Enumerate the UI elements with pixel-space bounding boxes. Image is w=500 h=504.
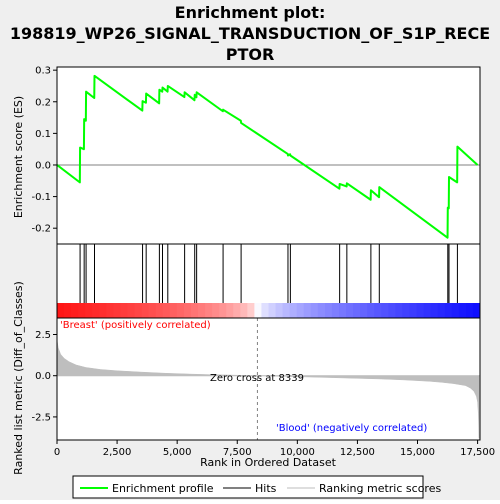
- ranking-metric-area: [56, 339, 480, 439]
- x-tick-label: 7,500: [223, 447, 252, 458]
- rank-color-segment: [310, 303, 319, 318]
- rank-color-segment: [247, 303, 255, 318]
- rank-color-segment: [233, 303, 241, 318]
- rank-color-segment: [141, 303, 150, 318]
- negative-class-label: 'Blood' (negatively correlated): [276, 423, 427, 434]
- rank-color-segment: [374, 303, 382, 318]
- x-tick-label: 0: [54, 447, 60, 458]
- es-y-tick-label: 0.3: [35, 66, 51, 77]
- hits-layer: [57, 244, 481, 318]
- es-y-tick-label: -0.1: [31, 192, 51, 203]
- x-axis-label: Rank in Ordered Dataset: [200, 456, 337, 469]
- rank-color-segment: [331, 303, 340, 318]
- rank-color-segment: [296, 303, 305, 318]
- rank-color-segment: [155, 303, 164, 318]
- metric-y-tick-label: -2.5: [31, 412, 51, 423]
- rank-color-segment: [430, 303, 439, 318]
- legend-metric-label: Ranking metric scores: [319, 482, 441, 495]
- rank-color-segment: [169, 303, 178, 318]
- legend-box: [72, 475, 424, 499]
- metric-panel-border: [56, 317, 481, 441]
- rank-color-segment: [176, 303, 185, 318]
- rank-color-segment: [402, 303, 410, 318]
- rank-color-segment: [254, 303, 262, 318]
- rank-color-segment: [57, 303, 65, 318]
- rank-color-segment: [78, 303, 86, 318]
- rank-color-segment: [148, 303, 157, 318]
- title-line-2: 198819_WP26_SIGNAL_TRANSDUCTION_OF_S1P_R…: [10, 24, 490, 43]
- rank-color-segment: [127, 303, 136, 318]
- rank-color-segment: [367, 303, 375, 318]
- rank-color-segment: [458, 303, 467, 318]
- rank-color-segment: [360, 303, 368, 318]
- metric-layer: -2.5 0.0 2.5: [31, 318, 480, 440]
- legend-enrichment-label: Enrichment profile: [112, 482, 214, 495]
- rank-color-segment: [289, 303, 298, 318]
- rank-color-segment: [472, 303, 481, 318]
- rank-color-segment: [120, 303, 128, 318]
- rank-color-segment: [388, 303, 396, 318]
- metric-y-axis-label: Ranked list metric (Diff_of_Classes): [12, 281, 25, 475]
- rank-color-segment: [134, 303, 143, 318]
- rank-color-segment: [282, 303, 291, 318]
- es-layer: -0.2 -0.1 0.0 0.1 0.2 0.3: [31, 66, 480, 239]
- es-panel-background: [57, 67, 480, 244]
- zero-cross-label: Zero cross at 8339: [210, 373, 304, 384]
- rank-color-segment: [64, 303, 72, 318]
- enrichment-profile-line: [56, 74, 479, 239]
- rank-color-segment: [303, 303, 312, 318]
- rank-color-segment: [92, 303, 100, 318]
- rank-color-segment: [465, 303, 474, 318]
- title-line-1: Enrichment plot:: [175, 3, 326, 22]
- title-line-3: PTOR: [226, 45, 275, 64]
- rank-color-segment: [416, 303, 425, 318]
- rank-color-segment: [212, 303, 220, 318]
- rank-color-segment: [451, 303, 460, 318]
- rank-color-segment: [113, 303, 121, 318]
- rank-color-segment: [317, 303, 326, 318]
- rank-color-segment: [162, 303, 171, 318]
- rank-color-segment: [205, 303, 213, 318]
- rank-color-segment: [409, 303, 418, 318]
- es-y-tick-label: 0.0: [35, 160, 51, 171]
- x-tick-label: 5,000: [163, 447, 192, 458]
- x-tick-label: 2,500: [103, 447, 132, 458]
- metric-y-tick-label: 0.0: [35, 371, 51, 382]
- rank-color-segment: [268, 303, 277, 318]
- positive-class-label: 'Breast' (positively correlated): [60, 320, 211, 331]
- x-tick-label: 10,000: [280, 447, 315, 458]
- es-y-tick-label: -0.2: [31, 224, 51, 235]
- rank-color-segment: [346, 303, 354, 318]
- rank-color-segment: [395, 303, 403, 318]
- rank-color-segment: [71, 303, 79, 318]
- rank-color-segment: [381, 303, 389, 318]
- legend-hits-label: Hits: [255, 482, 277, 495]
- es-y-axis-label: Enrichment score (ES): [12, 96, 25, 218]
- x-tick-label: 17,500: [460, 447, 495, 458]
- rank-color-segment: [339, 303, 347, 318]
- rank-color-segment: [183, 303, 192, 318]
- rank-color-segment: [324, 303, 333, 318]
- rank-color-segment: [261, 303, 269, 318]
- rank-color-segment: [275, 303, 284, 318]
- rank-color-segment: [423, 303, 432, 318]
- es-y-tick-label: 0.1: [35, 129, 51, 140]
- rank-color-segment: [240, 303, 248, 318]
- rank-color-segment: [99, 303, 107, 318]
- rank-color-segment: [226, 303, 234, 318]
- rank-color-segment: [219, 303, 227, 318]
- rank-color-segment: [198, 303, 206, 318]
- x-tick-label: 12,500: [340, 447, 375, 458]
- x-tick-label: 15,000: [400, 447, 435, 458]
- es-y-tick-label: 0.2: [35, 97, 51, 108]
- rank-color-segment: [106, 303, 114, 318]
- rank-color-segment: [85, 303, 93, 318]
- rank-color-segment: [190, 303, 199, 318]
- metric-y-tick-label: 2.5: [35, 330, 51, 341]
- rank-color-segment: [444, 303, 453, 318]
- rank-color-segment: [353, 303, 361, 318]
- rank-color-segment: [437, 303, 446, 318]
